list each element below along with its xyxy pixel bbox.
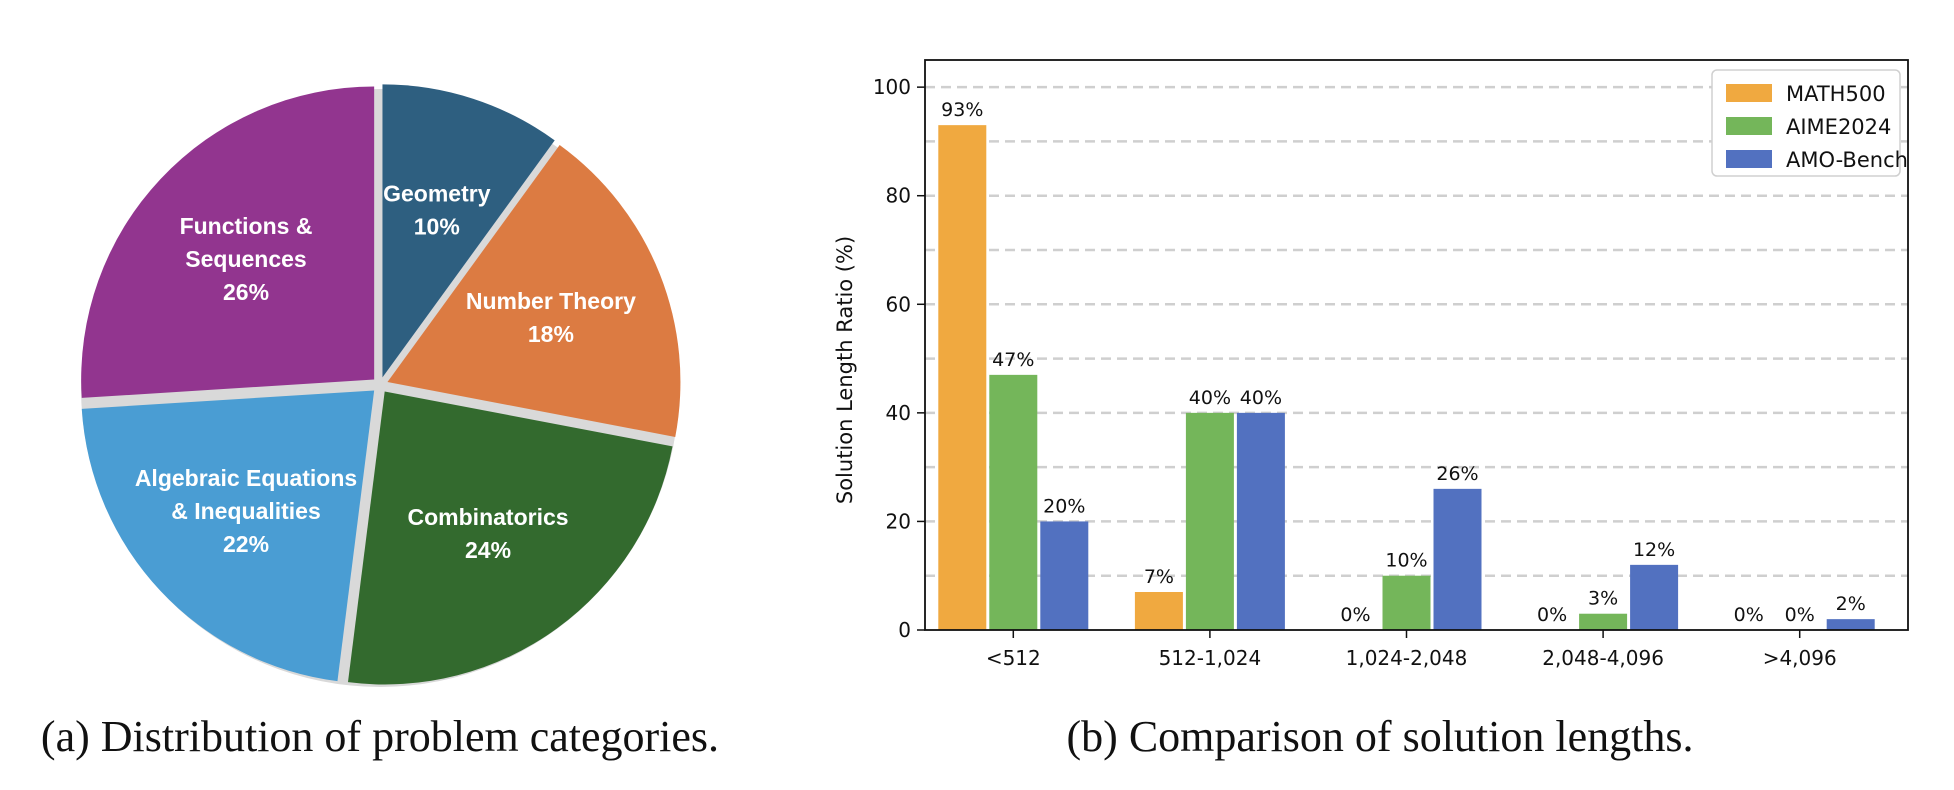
- bar-amo-bench-1-024-2-048: [1433, 488, 1482, 630]
- data-label-aime2024-2-048-4-096: 3%: [1588, 588, 1618, 610]
- pie-slice-algebraic-equations-inequalities: [81, 390, 375, 682]
- x-tick-label: 2,048-4,096: [1542, 646, 1664, 670]
- plot-frame: [924, 59, 1909, 631]
- data-label-aime2024-512-1-024: 40%: [1189, 387, 1231, 409]
- pie-chart: Geometry 10% Number Theory 18% Combinatorics…: [81, 84, 681, 687]
- bar-aime2024-512-1-024: [1185, 412, 1234, 630]
- bar-amo-bench-4-096: [1826, 619, 1875, 630]
- data-label-amo-bench-512: 20%: [1043, 495, 1085, 517]
- legend-swatch-aime2024: [1726, 117, 1772, 135]
- y-tick-label: 0: [898, 618, 911, 642]
- y-tick-label: 40: [886, 401, 911, 425]
- pie-label-number-theory: Number Theory: [466, 288, 636, 314]
- data-label-aime2024-1-024-2-048: 10%: [1385, 550, 1427, 572]
- pie-percent-functions-sequences: 26%: [223, 279, 269, 305]
- pie-slice-geometry: [382, 84, 555, 378]
- x-tick-label: 1,024-2,048: [1346, 646, 1468, 670]
- caption-a: (a) Distribution of problem categories.: [41, 712, 719, 761]
- bar-aime2024-1-024-2-048: [1382, 575, 1431, 630]
- legend-swatch-amo-bench: [1726, 150, 1772, 168]
- x-tick-label: <512: [986, 646, 1041, 670]
- bar-amo-bench-512: [1040, 521, 1089, 630]
- pie-percent-geometry: 10%: [414, 214, 460, 240]
- legend-label-amo-bench: AMO-Bench: [1786, 148, 1908, 172]
- legend-label-math500: MATH500: [1786, 82, 1886, 106]
- data-label-amo-bench-4-096: 2%: [1836, 593, 1866, 615]
- data-label-amo-bench-512-1-024: 40%: [1240, 387, 1282, 409]
- pie-percent-combinatorics: 24%: [465, 537, 511, 563]
- data-label-math500-512: 93%: [941, 99, 983, 121]
- y-tick-label: 80: [886, 184, 911, 208]
- data-label-amo-bench-2-048-4-096: 12%: [1633, 539, 1675, 561]
- bar-math500-512: [938, 125, 987, 631]
- bar-chart: 0 20 40 60 80 100 Solution Length Ratio (%) 93%…: [833, 59, 1909, 670]
- pie-label-functions-sequences: Sequences: [185, 246, 306, 272]
- data-label-math500-4-096: 0%: [1734, 604, 1764, 626]
- pie-label-algebraic-equations-inequalities: Algebraic Equations: [135, 465, 357, 491]
- bar-amo-bench-512-1-024: [1236, 412, 1285, 630]
- y-tick-label: 20: [886, 509, 911, 533]
- pie-label-functions-sequences: Functions &: [180, 213, 313, 239]
- legend-swatch-math500: [1726, 84, 1772, 102]
- x-tick-label: >4,096: [1763, 646, 1837, 670]
- data-label-math500-1-024-2-048: 0%: [1340, 604, 1370, 626]
- data-label-amo-bench-1-024-2-048: 26%: [1436, 463, 1478, 485]
- bar-aime2024-512: [989, 374, 1038, 630]
- caption-b: (b) Comparison of solution lengths.: [1067, 712, 1694, 761]
- y-axis-label: Solution Length Ratio (%): [833, 236, 857, 504]
- legend-label-aime2024: AIME2024: [1786, 115, 1891, 139]
- pie-slice-functions-sequences: [81, 86, 375, 398]
- pie-label-combinatorics: Combinatorics: [408, 504, 569, 530]
- bar-math500-512-1-024: [1134, 592, 1183, 630]
- data-label-math500-512-1-024: 7%: [1144, 566, 1174, 588]
- data-label-aime2024-512: 47%: [992, 349, 1034, 371]
- pie-percent-number-theory: 18%: [528, 321, 574, 347]
- y-tick-label: 60: [886, 292, 911, 316]
- data-label-aime2024-4-096: 0%: [1785, 604, 1815, 626]
- pie-slice-number-theory: [387, 145, 681, 437]
- legend: MATH500 AIME2024 AMO-Bench: [1711, 69, 1908, 177]
- pie-slice-combinatorics: [347, 391, 673, 685]
- bar-amo-bench-2-048-4-096: [1630, 564, 1679, 630]
- x-tick-label: 512-1,024: [1159, 646, 1262, 670]
- bar-aime2024-2-048-4-096: [1579, 613, 1628, 630]
- y-tick-label: 100: [873, 75, 911, 99]
- pie-percent-algebraic-equations-inequalities: 22%: [223, 531, 269, 557]
- pie-label-geometry: Geometry: [383, 181, 491, 207]
- data-label-math500-2-048-4-096: 0%: [1537, 604, 1567, 626]
- pie-label-algebraic-equations-inequalities: & Inequalities: [171, 498, 321, 524]
